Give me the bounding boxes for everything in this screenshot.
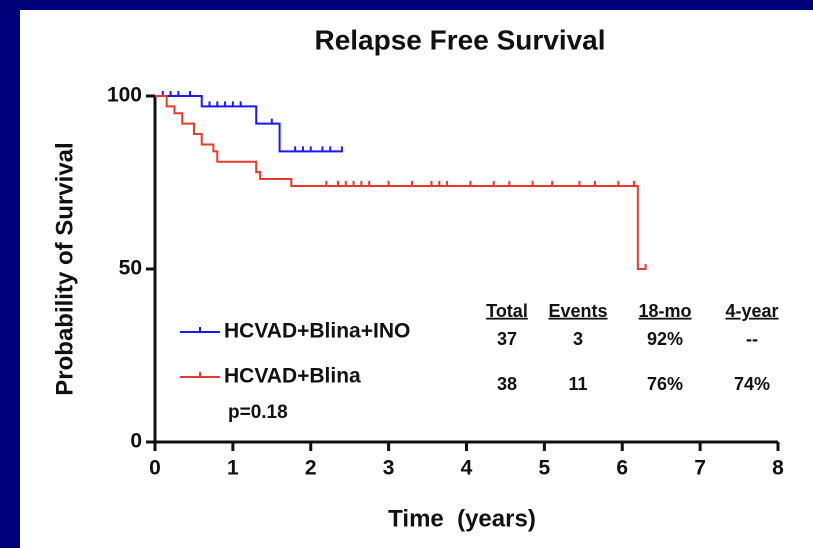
- survival-curve: [155, 95, 342, 153]
- y-tick-label: 50: [119, 257, 142, 280]
- table-header: Events: [548, 301, 607, 321]
- table-cell: 76%: [647, 374, 683, 394]
- x-axis-label: Time (years): [388, 505, 536, 532]
- chart-title: Relapse Free Survival: [314, 24, 605, 55]
- x-tick-label: 0: [149, 457, 161, 480]
- table-cell: --: [746, 329, 758, 349]
- y-tick-label: 100: [107, 84, 142, 107]
- table-cell: 3: [573, 329, 583, 349]
- x-tick-label: 7: [694, 457, 706, 480]
- survival-curve: [155, 95, 646, 270]
- x-tick-label: 6: [616, 457, 628, 480]
- x-tick-label: 8: [772, 457, 784, 480]
- x-tick-label: 3: [383, 457, 395, 480]
- table-cell: 74%: [734, 374, 770, 394]
- table-cell: 37: [497, 329, 517, 349]
- y-axis-label: Probability of Survival: [51, 142, 78, 395]
- x-tick-label: 1: [227, 457, 239, 480]
- table-header: 18-mo: [638, 301, 691, 321]
- x-tick-label: 4: [461, 457, 473, 480]
- panel: [20, 10, 813, 548]
- table-cell: 11: [568, 374, 587, 394]
- y-tick-label: 0: [130, 430, 142, 453]
- p-value: p=0.18: [228, 402, 288, 423]
- x-tick-label: 5: [539, 457, 551, 480]
- x-tick-label: 2: [305, 457, 317, 480]
- table-cell: 92%: [647, 329, 683, 349]
- table-cell: 38: [497, 374, 517, 394]
- legend-label: HCVAD+Blina: [224, 365, 361, 388]
- table-header: Total: [486, 301, 528, 321]
- legend-label: HCVAD+Blina+INO: [224, 320, 410, 343]
- table-header: 4-year: [725, 301, 778, 321]
